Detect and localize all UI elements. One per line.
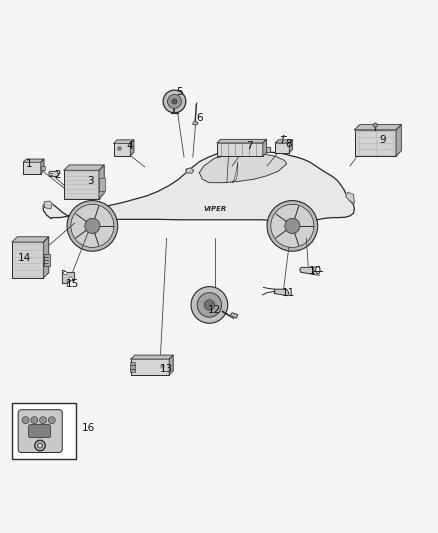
Text: 9: 9 bbox=[379, 135, 386, 145]
Polygon shape bbox=[186, 168, 194, 173]
Circle shape bbox=[285, 219, 300, 233]
Bar bbox=[41, 166, 45, 169]
Text: 10: 10 bbox=[308, 266, 321, 276]
Circle shape bbox=[191, 287, 228, 323]
Text: 11: 11 bbox=[282, 288, 296, 298]
Text: 8: 8 bbox=[286, 139, 292, 149]
Circle shape bbox=[163, 90, 186, 113]
Polygon shape bbox=[346, 192, 354, 203]
Text: 13: 13 bbox=[160, 364, 173, 374]
Polygon shape bbox=[199, 154, 287, 183]
Polygon shape bbox=[169, 355, 173, 375]
Bar bbox=[217, 143, 263, 156]
Polygon shape bbox=[355, 125, 401, 130]
Polygon shape bbox=[44, 201, 52, 209]
Bar bbox=[23, 162, 41, 174]
FancyBboxPatch shape bbox=[18, 410, 62, 453]
Text: 5: 5 bbox=[177, 87, 183, 97]
Polygon shape bbox=[43, 237, 49, 278]
Bar bbox=[114, 143, 131, 156]
Circle shape bbox=[22, 417, 29, 424]
Bar bbox=[12, 242, 43, 278]
Polygon shape bbox=[43, 152, 354, 227]
Bar bbox=[64, 170, 99, 199]
Circle shape bbox=[71, 204, 114, 247]
Circle shape bbox=[67, 200, 118, 251]
Circle shape bbox=[48, 417, 55, 424]
Text: 4: 4 bbox=[126, 141, 133, 151]
Circle shape bbox=[85, 219, 100, 233]
Polygon shape bbox=[49, 171, 58, 176]
Text: 2: 2 bbox=[54, 170, 61, 180]
Polygon shape bbox=[62, 270, 74, 283]
Bar bbox=[44, 254, 50, 265]
Circle shape bbox=[267, 200, 318, 251]
Circle shape bbox=[197, 293, 222, 317]
Polygon shape bbox=[289, 140, 292, 152]
Polygon shape bbox=[274, 289, 289, 296]
Bar bbox=[99, 179, 105, 191]
Polygon shape bbox=[99, 165, 104, 199]
Text: VIPER: VIPER bbox=[203, 206, 226, 212]
Polygon shape bbox=[114, 140, 134, 143]
Polygon shape bbox=[300, 268, 314, 274]
Text: 3: 3 bbox=[87, 176, 93, 187]
Bar bbox=[131, 362, 135, 365]
Text: 12: 12 bbox=[208, 305, 221, 315]
Bar bbox=[131, 365, 135, 369]
Text: 14: 14 bbox=[18, 253, 32, 263]
Text: 7: 7 bbox=[246, 141, 253, 151]
Polygon shape bbox=[396, 125, 401, 156]
FancyBboxPatch shape bbox=[28, 425, 50, 438]
Polygon shape bbox=[263, 140, 266, 156]
Circle shape bbox=[271, 204, 314, 247]
Polygon shape bbox=[41, 159, 44, 174]
Bar bbox=[276, 143, 289, 152]
Bar bbox=[12, 403, 76, 458]
Polygon shape bbox=[12, 237, 49, 242]
Polygon shape bbox=[266, 147, 270, 152]
Text: 16: 16 bbox=[81, 423, 95, 433]
Polygon shape bbox=[64, 165, 104, 170]
Bar bbox=[131, 369, 135, 372]
Polygon shape bbox=[193, 122, 198, 125]
Bar bbox=[355, 130, 396, 156]
Polygon shape bbox=[276, 140, 292, 143]
Circle shape bbox=[39, 417, 46, 424]
Polygon shape bbox=[230, 313, 238, 318]
Circle shape bbox=[373, 123, 378, 127]
Text: 6: 6 bbox=[196, 113, 203, 123]
Polygon shape bbox=[131, 355, 173, 359]
Polygon shape bbox=[217, 140, 266, 143]
Text: 15: 15 bbox=[66, 279, 79, 289]
Circle shape bbox=[64, 271, 67, 275]
Circle shape bbox=[167, 94, 181, 108]
Text: 1: 1 bbox=[26, 159, 32, 169]
Circle shape bbox=[69, 277, 72, 280]
Bar bbox=[131, 359, 169, 375]
Circle shape bbox=[31, 417, 38, 424]
Polygon shape bbox=[131, 140, 134, 156]
Circle shape bbox=[204, 300, 215, 310]
Circle shape bbox=[172, 99, 177, 104]
Polygon shape bbox=[23, 159, 44, 162]
